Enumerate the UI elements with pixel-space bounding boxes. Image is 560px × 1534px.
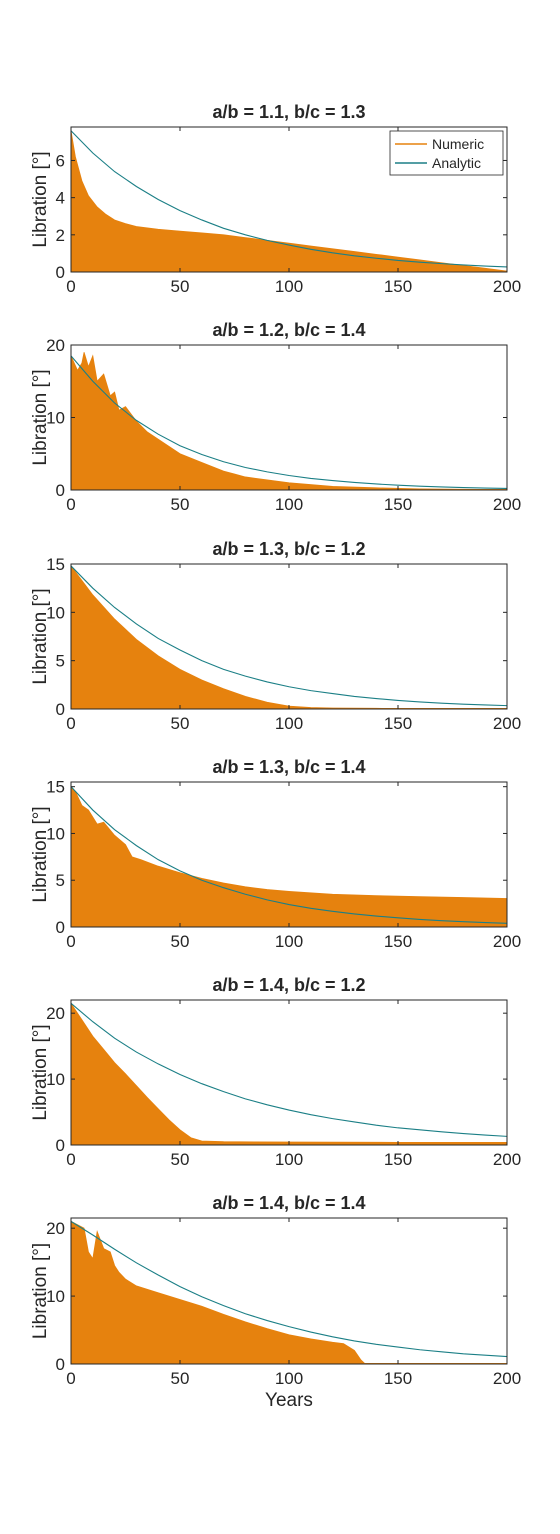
x-tick-label: 0: [66, 932, 75, 951]
y-axis-label: Libration [°]: [30, 369, 51, 465]
series-numeric-area: [70, 1220, 507, 1365]
x-tick-label: 0: [66, 1150, 75, 1169]
x-tick-label: 150: [384, 1369, 412, 1388]
x-tick-label: 0: [66, 1369, 75, 1388]
x-tick-label: 150: [384, 1150, 412, 1169]
x-tick-label: 50: [171, 714, 190, 733]
chart-title: a/b = 1.3, b/c = 1.4: [212, 757, 365, 777]
legend-label-analytic: Analytic: [432, 155, 481, 171]
y-tick-label: 10: [46, 1287, 65, 1306]
x-tick-label: 150: [384, 495, 412, 514]
chart-title: a/b = 1.1, b/c = 1.3: [212, 102, 365, 122]
y-tick-label: 10: [46, 824, 65, 843]
y-tick-label: 5: [56, 652, 65, 671]
x-tick-label: 0: [66, 495, 75, 514]
x-tick-label: 200: [493, 1369, 521, 1388]
y-axis-label: Libration [°]: [30, 806, 51, 902]
x-tick-label: 200: [493, 714, 521, 733]
x-tick-label: 0: [66, 714, 75, 733]
x-tick-label: 50: [171, 495, 190, 514]
y-tick-label: 4: [56, 189, 65, 208]
y-tick-label: 6: [56, 151, 65, 170]
x-tick-label: 0: [66, 277, 75, 296]
x-tick-label: 50: [171, 1150, 190, 1169]
y-tick-label: 15: [46, 778, 65, 797]
chart-panel-5: 0 50 100 150 200 0 10 20 a/b = 1.4, b/c = 1.2 Lib…: [30, 975, 521, 1169]
x-tick-label: 200: [493, 277, 521, 296]
chart-title: a/b = 1.4, b/c = 1.2: [212, 975, 365, 995]
chart-panel-4: 0 50 100 150 200 0 5 10 15 a/b = 1.3, b/c = 1.4 Li…: [30, 757, 521, 951]
x-tick-label: 100: [275, 495, 303, 514]
y-tick-label: 0: [56, 263, 65, 282]
y-tick-label: 0: [56, 918, 65, 937]
y-axis-label: Libration [°]: [30, 1024, 51, 1120]
chart-title: a/b = 1.2, b/c = 1.4: [212, 320, 365, 340]
x-tick-label: 200: [493, 1150, 521, 1169]
legend: Numeric Analytic: [389, 130, 504, 176]
chart-panel-2: 0 50 100 150 200 0 10 20 a/b = 1.2, b/c = 1.4 Lib…: [30, 320, 521, 514]
chart-panel-6: 0 50 100 150 200 0 10 20 a/b = 1.4, b/c = 1.4 Lib…: [30, 1193, 521, 1411]
chart-panel-1: 0 50 100 150 200 0 2 4 6 a/b = 1.1, b/c = 1.3 Libr…: [30, 102, 521, 296]
y-tick-label: 20: [46, 1004, 65, 1023]
series-analytic-line: [70, 786, 508, 924]
series-analytic-line: [70, 565, 508, 707]
y-tick-label: 10: [46, 1070, 65, 1089]
y-tick-label: 0: [56, 1136, 65, 1155]
y-tick-label: 0: [56, 700, 65, 719]
y-tick-label: 20: [46, 336, 65, 355]
x-tick-label: 100: [275, 1369, 303, 1388]
y-tick-label: 20: [46, 1219, 65, 1238]
y-axis-label: Libration [°]: [30, 151, 51, 247]
y-tick-label: 5: [56, 871, 65, 890]
y-axis-label: Libration [°]: [30, 588, 51, 684]
chart-title: a/b = 1.4, b/c = 1.4: [212, 1193, 365, 1213]
x-tick-label: 100: [275, 932, 303, 951]
y-tick-label: 0: [56, 481, 65, 500]
chart-panel-3: 0 50 100 150 200 0 5 10 15 a/b = 1.3, b/c = 1.2 Li…: [30, 539, 521, 733]
y-tick-label: 2: [56, 226, 65, 245]
x-tick-label: 50: [171, 1369, 190, 1388]
x-tick-label: 100: [275, 1150, 303, 1169]
x-tick-label: 150: [384, 277, 412, 296]
x-tick-label: 50: [171, 932, 190, 951]
chart-title: a/b = 1.3, b/c = 1.2: [212, 539, 365, 559]
x-tick-label: 150: [384, 714, 412, 733]
y-tick-label: 0: [56, 1355, 65, 1374]
x-tick-label: 200: [493, 495, 521, 514]
y-axis-label: Libration [°]: [30, 1243, 51, 1339]
x-axis-label: Years: [265, 1390, 313, 1411]
series-numeric-area: [70, 352, 508, 491]
legend-box: [389, 130, 504, 176]
x-tick-label: 150: [384, 932, 412, 951]
series-analytic-line: [70, 130, 508, 268]
series-analytic-line: [70, 355, 508, 489]
x-tick-label: 200: [493, 932, 521, 951]
y-tick-label: 15: [46, 555, 65, 574]
series-numeric-area: [70, 1001, 508, 1146]
series-analytic-line: [70, 1220, 508, 1358]
x-tick-label: 100: [275, 714, 303, 733]
y-tick-label: 10: [46, 603, 65, 622]
series-numeric-area: [70, 785, 508, 928]
x-tick-label: 100: [275, 277, 303, 296]
x-tick-label: 50: [171, 277, 190, 296]
series-analytic-line: [70, 1002, 508, 1137]
legend-label-numeric: Numeric: [432, 136, 484, 152]
y-tick-label: 10: [46, 409, 65, 428]
